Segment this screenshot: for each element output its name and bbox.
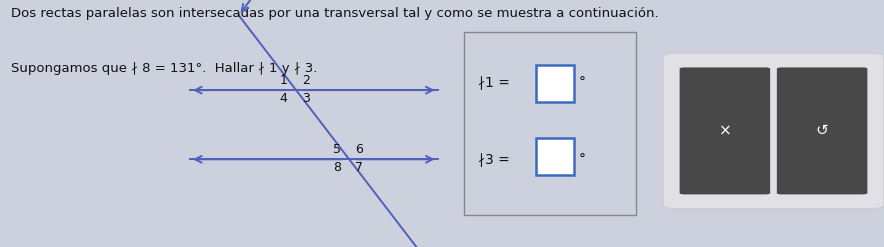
- FancyBboxPatch shape: [537, 65, 575, 102]
- Text: ∤1 =: ∤1 =: [478, 76, 514, 90]
- Text: 8: 8: [332, 161, 340, 174]
- Text: 6: 6: [354, 143, 362, 156]
- FancyBboxPatch shape: [663, 53, 884, 209]
- Text: 7: 7: [354, 161, 362, 174]
- Text: Dos rectas paralelas son intersecadas por una transversal tal y como se muestra : Dos rectas paralelas son intersecadas po…: [11, 7, 659, 21]
- Text: 5: 5: [332, 143, 340, 156]
- Text: 1: 1: [279, 74, 287, 87]
- Text: Supongamos que ∤ 8 = 131°.  Hallar ∤ 1 y ∤ 3.: Supongamos que ∤ 8 = 131°. Hallar ∤ 1 y …: [11, 62, 317, 75]
- Text: ×: ×: [719, 124, 731, 138]
- FancyBboxPatch shape: [680, 67, 770, 194]
- Text: ∤3 =: ∤3 =: [478, 153, 514, 167]
- FancyBboxPatch shape: [537, 138, 575, 175]
- Text: 3: 3: [301, 92, 309, 105]
- Text: °: °: [579, 76, 586, 90]
- FancyBboxPatch shape: [464, 32, 636, 215]
- Text: °: °: [579, 153, 586, 167]
- Text: 4: 4: [279, 92, 287, 105]
- Text: ↺: ↺: [816, 124, 828, 138]
- FancyBboxPatch shape: [777, 67, 867, 194]
- Text: 2: 2: [301, 74, 309, 87]
